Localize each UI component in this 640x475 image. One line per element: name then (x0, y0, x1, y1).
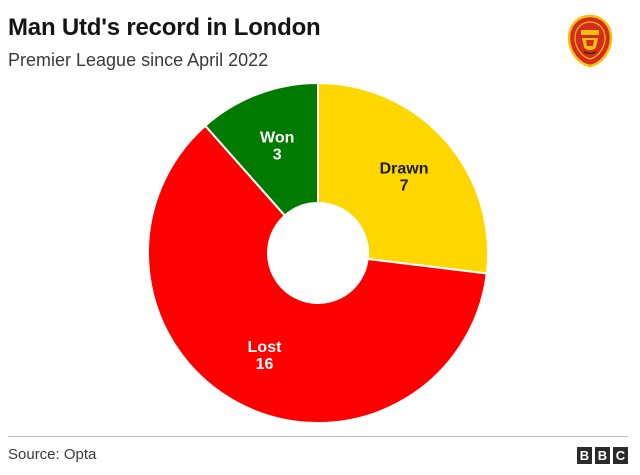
slice-value-label: 7 (400, 178, 409, 195)
slice-category-label: Won (260, 129, 294, 146)
slice-value-label: 3 (273, 146, 282, 163)
slice-lost (147, 124, 488, 424)
bbc-logo-block: B (577, 447, 592, 464)
slice-drawn (317, 81, 489, 275)
bbc-logo: B B C (577, 447, 628, 464)
slice-category-label: Drawn (380, 161, 429, 178)
chart-title: Man Utd's record in London (8, 14, 321, 41)
slice-won (203, 81, 319, 217)
source-note: Source: Opta (8, 446, 97, 463)
manchester-united-crest-icon (567, 14, 613, 68)
slice-value-label: 16 (256, 356, 274, 373)
bbc-logo-block: B (595, 447, 610, 464)
chart-subtitle: Premier League since April 2022 (8, 50, 269, 70)
slice-category-label: Lost (248, 339, 282, 356)
bbc-logo-block: C (613, 447, 628, 464)
footer-divider (8, 436, 628, 437)
